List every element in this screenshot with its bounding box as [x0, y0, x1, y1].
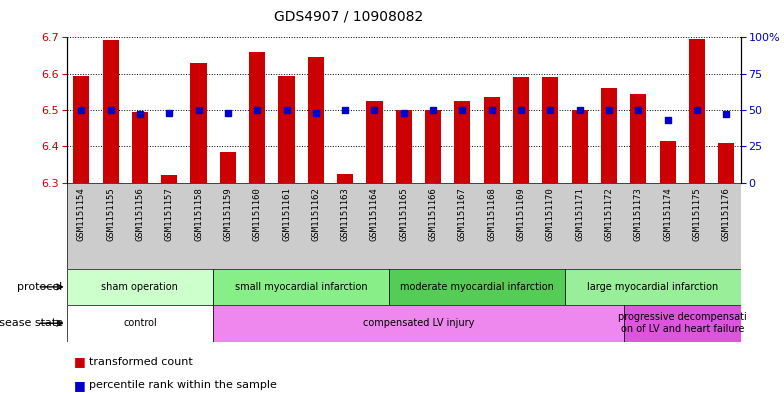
Text: compensated LV injury: compensated LV injury	[363, 318, 474, 328]
Bar	[565, 269, 741, 305]
Bar	[249, 52, 265, 183]
Text: GSM1151169: GSM1151169	[517, 187, 525, 241]
Text: sham operation: sham operation	[101, 282, 179, 292]
Text: GSM1151172: GSM1151172	[604, 187, 613, 241]
Bar	[454, 101, 470, 183]
Text: GSM1151165: GSM1151165	[399, 187, 408, 241]
Text: GSM1151159: GSM1151159	[223, 187, 232, 241]
Bar	[278, 75, 295, 183]
Bar	[73, 75, 89, 183]
Text: disease state: disease state	[0, 318, 63, 328]
Text: GSM1151163: GSM1151163	[340, 187, 350, 241]
Text: ■: ■	[74, 378, 90, 392]
Bar	[213, 269, 389, 305]
Bar	[366, 101, 383, 183]
Text: progressive decompensati
on of LV and heart failure: progressive decompensati on of LV and he…	[618, 312, 746, 334]
Bar	[689, 39, 705, 183]
Text: GSM1151173: GSM1151173	[633, 187, 643, 241]
Bar	[601, 88, 617, 183]
Bar	[659, 141, 676, 183]
Bar	[513, 77, 529, 183]
Bar	[623, 305, 741, 342]
Text: GSM1151174: GSM1151174	[663, 187, 672, 241]
Text: GSM1151164: GSM1151164	[370, 187, 379, 241]
Text: small myocardial infarction: small myocardial infarction	[235, 282, 368, 292]
Bar	[630, 94, 646, 183]
Bar	[103, 40, 118, 183]
Text: transformed count: transformed count	[89, 356, 192, 367]
Bar	[389, 269, 565, 305]
Text: GSM1151176: GSM1151176	[722, 187, 731, 241]
Bar	[484, 97, 499, 183]
Bar	[191, 63, 207, 183]
Text: GSM1151162: GSM1151162	[311, 187, 321, 241]
Bar	[67, 269, 213, 305]
Bar	[396, 110, 412, 183]
Bar	[543, 77, 558, 183]
Text: percentile rank within the sample: percentile rank within the sample	[89, 380, 277, 390]
Bar	[162, 175, 177, 183]
Text: GSM1151160: GSM1151160	[252, 187, 262, 241]
Text: moderate myocardial infarction: moderate myocardial infarction	[400, 282, 554, 292]
Text: GSM1151161: GSM1151161	[282, 187, 291, 241]
Text: GSM1151156: GSM1151156	[136, 187, 144, 241]
Bar	[220, 152, 236, 183]
Bar	[425, 110, 441, 183]
Bar	[572, 110, 588, 183]
Bar	[67, 305, 213, 342]
Bar	[337, 174, 353, 183]
Text: GSM1151171: GSM1151171	[575, 187, 584, 241]
Text: GSM1151167: GSM1151167	[458, 187, 467, 241]
Bar	[132, 112, 148, 183]
Text: protocol: protocol	[17, 282, 63, 292]
Text: GSM1151170: GSM1151170	[546, 187, 555, 241]
Text: GSM1151154: GSM1151154	[77, 187, 85, 241]
Text: GSM1151158: GSM1151158	[194, 187, 203, 241]
Bar	[213, 305, 623, 342]
Text: GSM1151157: GSM1151157	[165, 187, 174, 241]
Text: large myocardial infarction: large myocardial infarction	[587, 282, 719, 292]
Bar	[718, 143, 735, 183]
Text: ■: ■	[74, 355, 90, 368]
Text: GSM1151166: GSM1151166	[429, 187, 437, 241]
Text: GSM1151168: GSM1151168	[487, 187, 496, 241]
Text: control: control	[123, 318, 157, 328]
Text: GSM1151155: GSM1151155	[106, 187, 115, 241]
Text: GDS4907 / 10908082: GDS4907 / 10908082	[274, 9, 423, 24]
Bar	[308, 57, 324, 183]
Text: GSM1151175: GSM1151175	[692, 187, 702, 241]
